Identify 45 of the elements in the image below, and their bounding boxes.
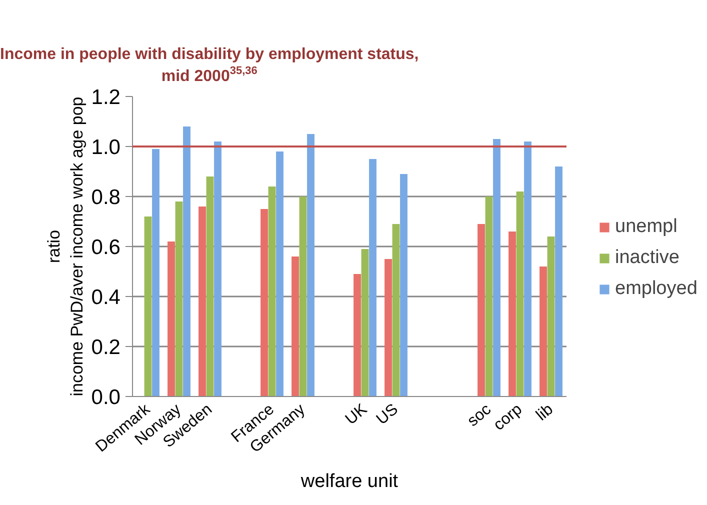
bar: [493, 139, 500, 396]
bar: [524, 142, 532, 396]
legend-label: unempl: [615, 216, 678, 238]
y-tick-label: 1.2: [91, 86, 121, 109]
y-tick-label: 1.0: [91, 136, 121, 159]
bar: [175, 202, 183, 396]
chart-title: Income in people with disability by employment status, mid 2000$^{35,36}$: [0, 45, 419, 86]
bar: [508, 232, 516, 396]
bar: [168, 242, 175, 396]
x-tick-label: lib: [533, 400, 557, 424]
bar: [369, 159, 376, 396]
bar: [198, 206, 206, 396]
y-axis-title: ratio income PwD/aver income work age pop: [44, 96, 86, 396]
bar: [152, 149, 160, 396]
bar: [392, 224, 400, 396]
legend-label: inactive: [615, 247, 680, 269]
bar: [214, 142, 222, 396]
bar: [547, 236, 555, 396]
x-tick-label: UK: [342, 400, 371, 428]
legend-label: employed: [615, 278, 698, 300]
bar: [400, 174, 408, 396]
bar: [183, 126, 190, 396]
bar: [268, 186, 276, 396]
bar: [540, 266, 547, 396]
bar: [276, 152, 284, 396]
bar: [384, 259, 392, 396]
bar: [299, 196, 307, 396]
y-tick-label: 0.8: [91, 186, 121, 209]
y-tick-label: 0.4: [91, 286, 121, 309]
bar: [478, 224, 485, 396]
y-tick-label: 0.0: [91, 386, 121, 409]
bar: [354, 274, 361, 396]
bar: [485, 196, 493, 396]
bar: [206, 176, 214, 396]
bar: [361, 249, 369, 396]
x-axis-title: welfare unit: [300, 470, 399, 492]
bar: [144, 216, 152, 396]
bar: [292, 256, 299, 396]
bar: [307, 134, 314, 396]
bar: [260, 209, 268, 396]
bar: [555, 166, 562, 396]
bar: [516, 192, 524, 396]
y-tick-label: 0.2: [91, 336, 121, 359]
y-tick-label: 0.6: [91, 236, 121, 259]
x-tick-label: US: [374, 400, 402, 428]
